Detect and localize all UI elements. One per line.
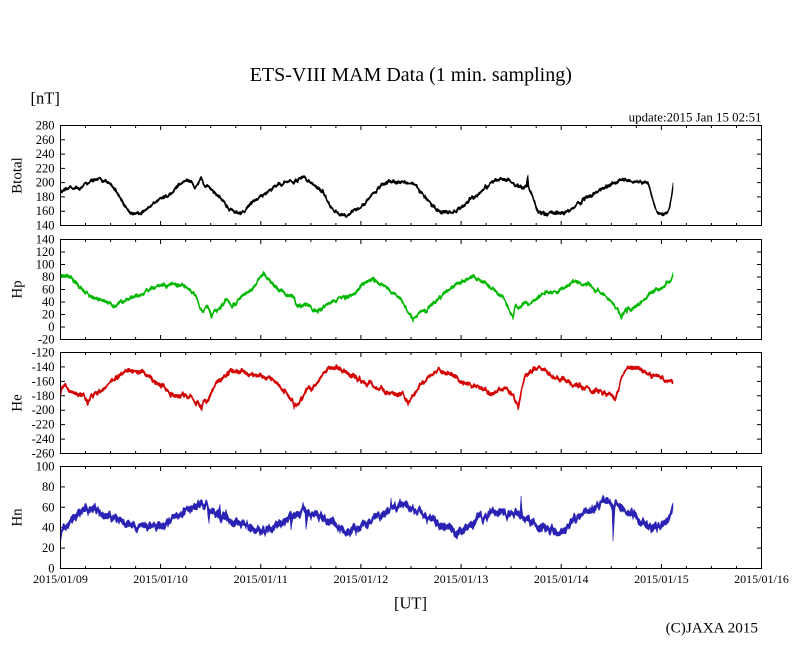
svg-text:160: 160 bbox=[36, 204, 55, 218]
svg-text:200: 200 bbox=[36, 176, 55, 190]
svg-text:-180: -180 bbox=[32, 389, 55, 403]
svg-text:140: 140 bbox=[36, 219, 55, 233]
svg-text:0: 0 bbox=[48, 320, 54, 334]
svg-text:2015/01/14: 2015/01/14 bbox=[534, 572, 589, 586]
svg-text:2015/01/15: 2015/01/15 bbox=[634, 572, 689, 586]
svg-text:[nT]: [nT] bbox=[31, 89, 60, 108]
svg-text:He: He bbox=[10, 394, 26, 412]
svg-text:[UT]: [UT] bbox=[394, 594, 427, 613]
svg-text:update:2015 Jan 15 02:51: update:2015 Jan 15 02:51 bbox=[629, 110, 762, 124]
svg-text:-160: -160 bbox=[32, 374, 55, 388]
svg-text:-220: -220 bbox=[32, 418, 55, 432]
svg-text:60: 60 bbox=[42, 283, 55, 297]
svg-text:ETS-VIII MAM Data (1 min. samp: ETS-VIII MAM Data (1 min. sampling) bbox=[250, 64, 572, 86]
svg-text:-20: -20 bbox=[38, 333, 55, 347]
svg-text:280: 280 bbox=[36, 119, 55, 133]
svg-text:120: 120 bbox=[36, 245, 55, 259]
svg-text:180: 180 bbox=[36, 190, 55, 204]
svg-text:-200: -200 bbox=[32, 403, 55, 417]
svg-text:2015/01/09: 2015/01/09 bbox=[33, 572, 88, 586]
svg-text:40: 40 bbox=[42, 295, 55, 309]
svg-text:-120: -120 bbox=[32, 346, 55, 360]
svg-text:2015/01/12: 2015/01/12 bbox=[334, 572, 389, 586]
svg-text:(C)JAXA 2015: (C)JAXA 2015 bbox=[666, 620, 758, 637]
svg-text:2015/01/16: 2015/01/16 bbox=[734, 572, 789, 586]
svg-text:-140: -140 bbox=[32, 360, 55, 374]
svg-text:140: 140 bbox=[36, 233, 55, 247]
svg-text:Hp: Hp bbox=[10, 280, 26, 298]
svg-text:100: 100 bbox=[36, 258, 55, 272]
svg-text:-260: -260 bbox=[32, 447, 55, 461]
svg-text:20: 20 bbox=[42, 308, 55, 322]
svg-text:Btotal: Btotal bbox=[10, 157, 26, 194]
svg-text:40: 40 bbox=[42, 521, 55, 535]
svg-text:220: 220 bbox=[36, 161, 55, 175]
svg-text:2015/01/13: 2015/01/13 bbox=[434, 572, 489, 586]
svg-text:80: 80 bbox=[42, 270, 55, 284]
svg-text:0: 0 bbox=[48, 562, 54, 576]
svg-text:-240: -240 bbox=[32, 432, 55, 446]
svg-text:100: 100 bbox=[36, 460, 55, 474]
svg-text:240: 240 bbox=[36, 147, 55, 161]
svg-text:2015/01/11: 2015/01/11 bbox=[234, 572, 288, 586]
svg-text:60: 60 bbox=[42, 500, 55, 514]
svg-text:80: 80 bbox=[42, 480, 55, 494]
svg-text:20: 20 bbox=[42, 541, 55, 555]
svg-text:2015/01/10: 2015/01/10 bbox=[133, 572, 188, 586]
svg-text:260: 260 bbox=[36, 133, 55, 147]
svg-text:Hn: Hn bbox=[10, 508, 26, 527]
